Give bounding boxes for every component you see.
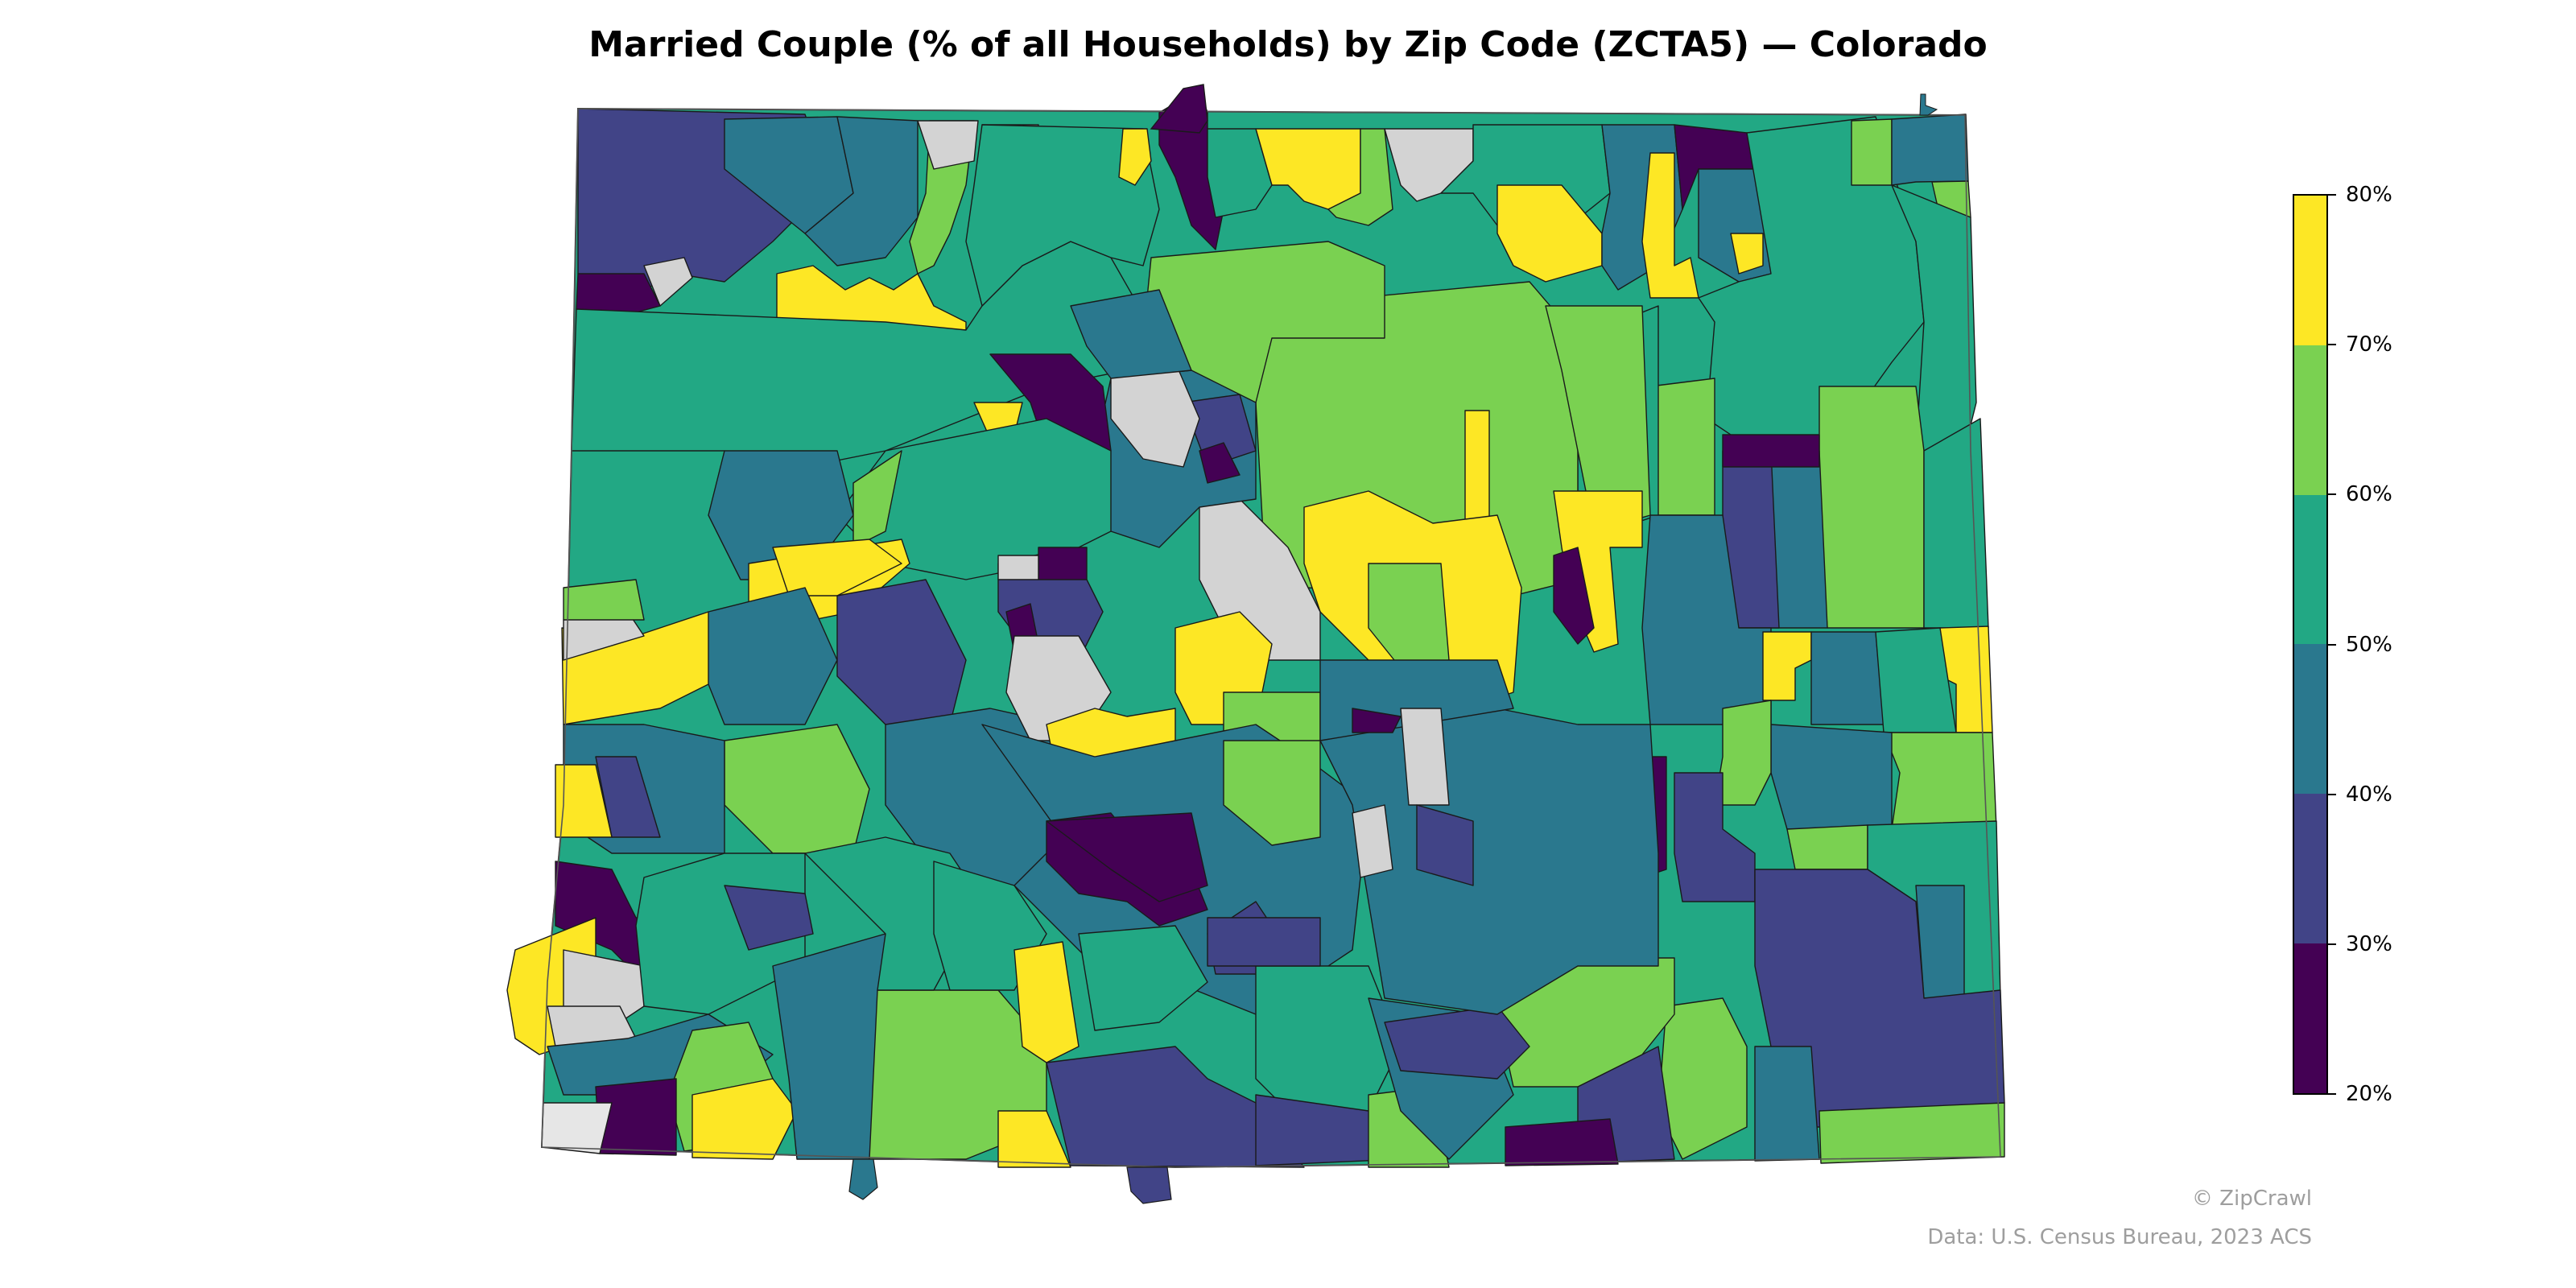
zcta-region-ne-teal-corner (1891, 114, 1969, 186)
colorbar-bin-40-50 (2294, 644, 2326, 795)
colorbar-bin-60-70 (2294, 345, 2326, 495)
credit-brand: © ZipCrawl (2191, 1187, 2312, 1211)
zcta-region-summit-purple (1183, 394, 1257, 468)
zcta-region-mesa-green-w (563, 579, 645, 621)
zcta-region-e-green-2 (1883, 732, 1997, 830)
zcta-region-e-purple-small (1722, 434, 1820, 468)
zcta-region-pitkin-gray (997, 555, 1039, 580)
zcta-region-grand-junction-green (852, 450, 902, 548)
zcta-region-n-green-strip (1327, 128, 1393, 226)
colorbar-tick-label: 60% (2346, 482, 2392, 506)
zcta-region-fremont-green (1223, 740, 1321, 846)
colorbar-bin-50-60 (2294, 494, 2326, 645)
zcta-region-routt-teal (965, 124, 1160, 307)
zcta-region-moffat-purple (576, 273, 661, 313)
colorbar (2293, 194, 2328, 1095)
zcta-region-e-teal-2 (1923, 418, 1989, 629)
zcta-region-e-teal-5 (1810, 631, 1885, 725)
ne-protrusion-teal (1919, 93, 1938, 116)
zcta-region-ne-yellow-strip (1641, 152, 1699, 299)
colorbar-tick-label: 30% (2346, 932, 2392, 956)
zcta-region-ne-green-strip (1851, 118, 1893, 186)
zcta-region-n-yellow-1 (1118, 128, 1152, 186)
colorbar-tick (2328, 493, 2336, 495)
zcta-region-springs-dark (1352, 708, 1402, 733)
colorbar-bin-70-80 (2294, 196, 2326, 345)
colorbar-tick-label: 50% (2346, 633, 2392, 657)
zcta-region-nw-gray-a (917, 120, 979, 170)
colorbar-tick (2328, 194, 2336, 196)
zcta-region-alamosa-yellow (1013, 941, 1080, 1063)
colorbar-tick (2328, 943, 2336, 945)
south-protrusion-purple (1126, 1166, 1172, 1204)
colorbar-tick (2328, 344, 2336, 345)
zcta-region-aspen-dark (1038, 547, 1088, 580)
zcta-region-moffat-gray (643, 257, 693, 307)
zcta-region-elbert-dark (1553, 547, 1595, 645)
zcta-region-pagosa-yellow (997, 1110, 1071, 1168)
zcta-region-delta-purple (595, 756, 661, 838)
zcta-region-pueblo-purple (1416, 804, 1474, 886)
zcta-region-e-teal-9 (1915, 885, 1965, 999)
colorbar-tick (2328, 1093, 2336, 1095)
zcta-region-nw-teal-b (804, 116, 919, 266)
zcta-region-se-dark-1 (1505, 1118, 1619, 1166)
zcta-region-walsenburg-gray (1352, 804, 1393, 878)
zcta-region-e-green-3 (1714, 700, 1772, 806)
credit-source: Data: U.S. Census Bureau, 2023 ACS (1927, 1225, 2312, 1249)
zcta-region-pueblo-teal (1319, 708, 1659, 1015)
zcta-region-fremont-dark (1046, 812, 1208, 902)
zcta-region-alamosa-teal-2 (1078, 925, 1208, 1031)
north-protrusion-dark (1150, 84, 1208, 134)
colorbar-tick (2328, 644, 2336, 646)
colorbar-bin-20-30 (2294, 943, 2326, 1093)
zcta-region-ne-yellow-gj (772, 539, 902, 597)
zcta-region-ne-yellow-2 (1730, 233, 1764, 275)
zcta-region-e-green-1 (1649, 378, 1715, 516)
map-title: Married Couple (% of all Households) by … (588, 24, 1988, 65)
zcta-region-durango-yellow (691, 1078, 798, 1160)
state-outline (541, 108, 2001, 1168)
zcta-region-se-teal-1 (1754, 1046, 1820, 1162)
colorbar-tick (2328, 794, 2336, 795)
colorbar-bin-30-40 (2294, 794, 2326, 944)
south-protrusion-teal-1 (848, 1158, 878, 1200)
zcta-region-montrose-teal (708, 587, 838, 725)
zcta-region-springs-gray (1400, 708, 1450, 806)
zcta-region-eagle-dark (1199, 442, 1241, 484)
zcta-region-greeley-yellow (1496, 184, 1603, 283)
zcta-region-se-green-big (1818, 1102, 2005, 1164)
colorbar-tick-label: 20% (2346, 1082, 2392, 1106)
colorbar-tick-label: 70% (2346, 332, 2392, 357)
zcta-region-delta-yellow (555, 764, 613, 838)
zcta-region-e-green-4 (1786, 824, 1868, 870)
colorbar-tick-label: 80% (2346, 183, 2392, 207)
colorbar-tick-label: 40% (2346, 782, 2392, 807)
zcta-region-ouray-purple (724, 885, 814, 951)
zcta-region-sw-gray-light (541, 1102, 613, 1154)
zcta-region-custer-purple (1207, 917, 1321, 967)
zcta-region-e-teal-7 (1770, 724, 1893, 830)
zcta-region-central-teal-2 (1070, 289, 1192, 379)
zcta-region-east-green-strips (1818, 386, 1925, 629)
